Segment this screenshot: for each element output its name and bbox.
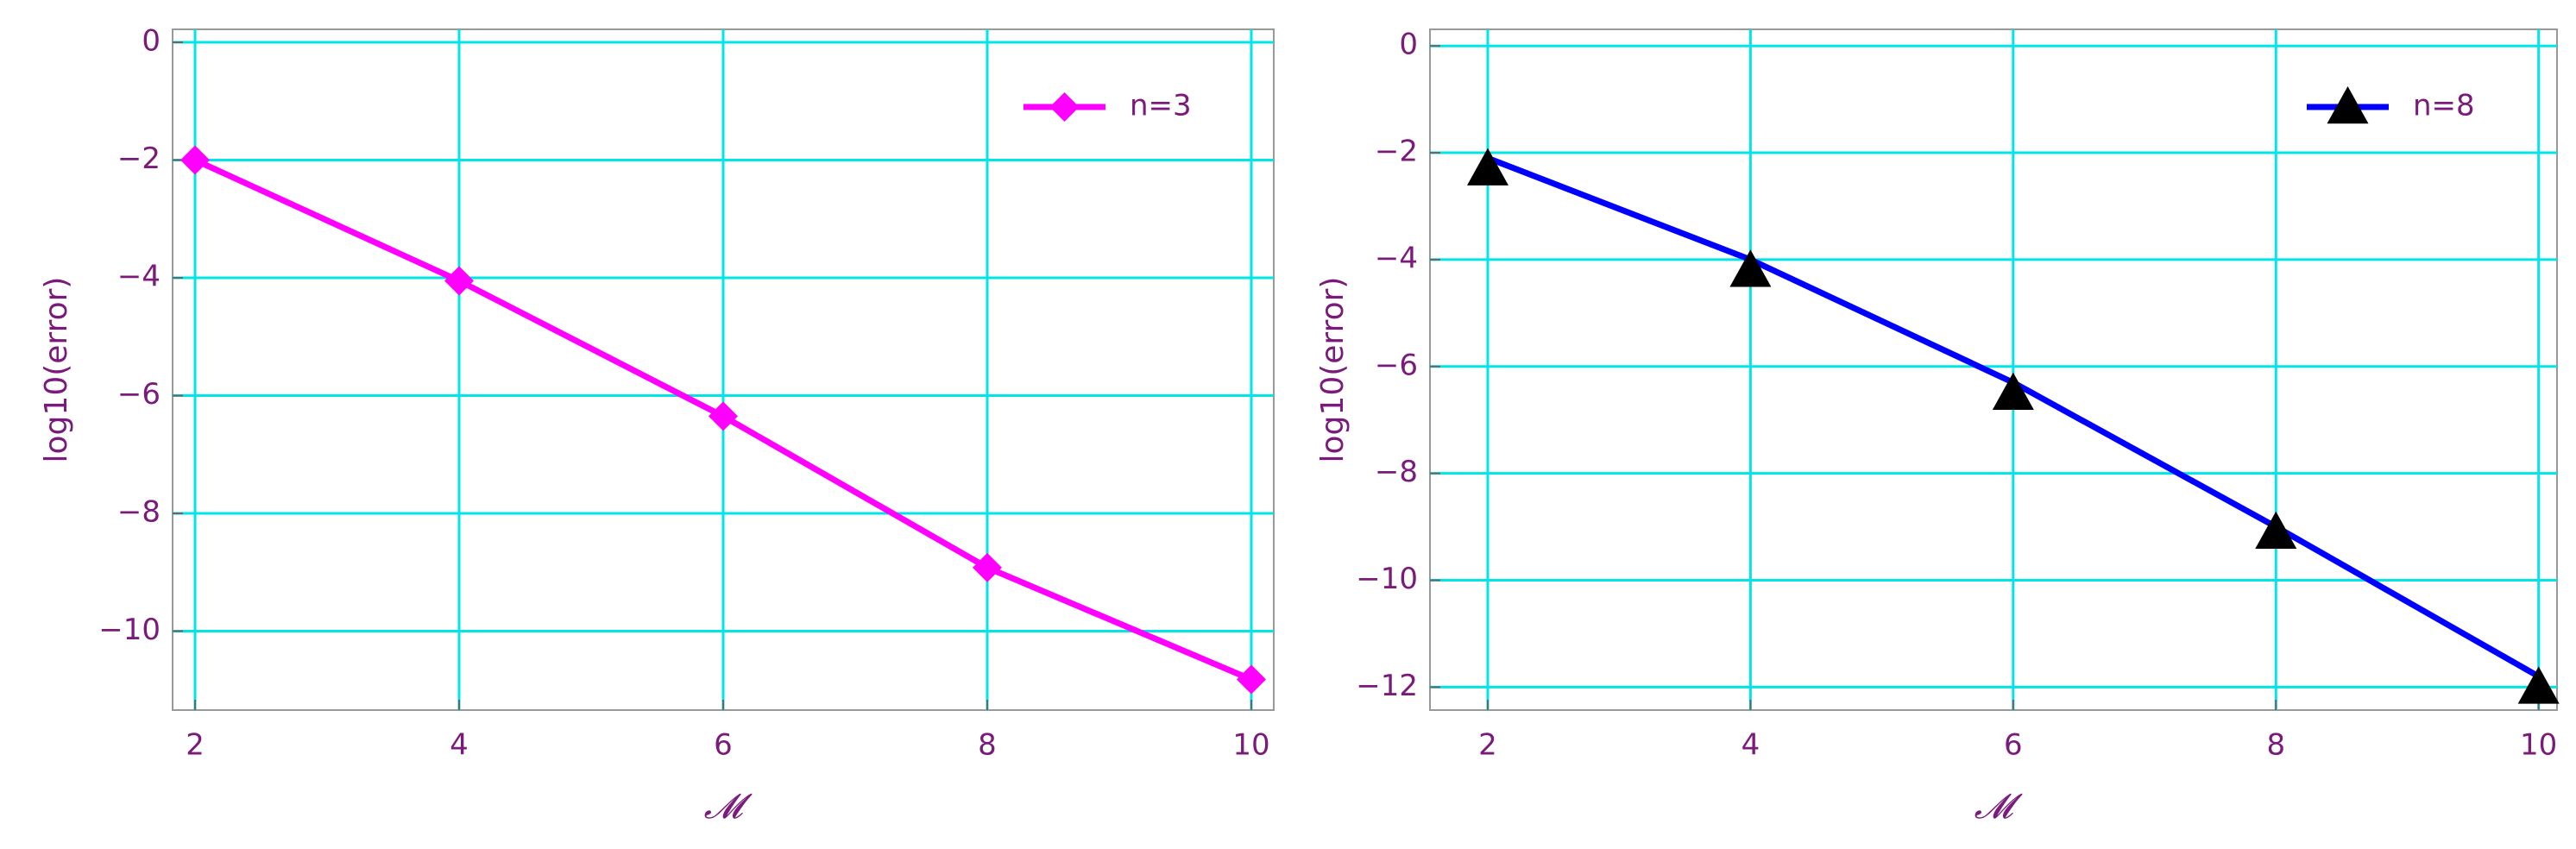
marker	[1466, 148, 1508, 186]
x-tick-label: 8	[2266, 728, 2285, 763]
legend-marker	[2327, 86, 2369, 124]
y-tick-label: 0	[142, 24, 161, 59]
marker	[444, 266, 475, 296]
marker	[2517, 666, 2560, 704]
x-tick-label: 2	[186, 728, 205, 763]
marker	[972, 552, 1002, 582]
y-tick-label: −10	[1356, 562, 1418, 596]
x-tick-label: 2	[1478, 728, 1497, 763]
y-tick-label: −12	[1356, 669, 1418, 703]
x-tick-label: 6	[714, 728, 733, 763]
x-tick-label: 6	[2004, 728, 2023, 763]
y-tick-label: −8	[117, 495, 161, 530]
y-axis-label: log10(error)	[39, 277, 74, 463]
x-tick-label: 10	[2520, 728, 2557, 763]
legend-label: n=8	[2413, 89, 2475, 123]
y-tick-label: −6	[1375, 348, 1418, 382]
marker	[1729, 249, 1772, 287]
y-tick-label: −2	[1375, 135, 1418, 169]
y-axis-label: log10(error)	[1315, 277, 1351, 463]
x-tick-label: 4	[1741, 728, 1760, 763]
x-tick-label: 4	[450, 728, 469, 763]
marker	[1236, 664, 1266, 695]
marker	[1992, 372, 2034, 410]
y-tick-label: −6	[117, 377, 161, 412]
y-tick-label: 0	[1399, 28, 1418, 62]
marker	[709, 401, 738, 431]
y-tick-label: −8	[1375, 455, 1418, 489]
x-tick-label: 8	[978, 728, 997, 763]
marker	[180, 145, 211, 175]
y-tick-label: −4	[1375, 241, 1418, 275]
y-tick-label: −4	[117, 260, 161, 294]
x-tick-label: 10	[1232, 728, 1269, 763]
legend-label: n=3	[1130, 89, 1192, 123]
x-axis-label: 𝓜	[1975, 787, 2024, 827]
y-tick-label: −10	[98, 613, 161, 647]
marker	[2255, 511, 2297, 549]
x-axis-label: 𝓜	[704, 787, 753, 827]
plot-frame	[1429, 28, 2558, 711]
y-tick-label: −2	[117, 142, 161, 176]
legend-marker	[1049, 92, 1080, 122]
